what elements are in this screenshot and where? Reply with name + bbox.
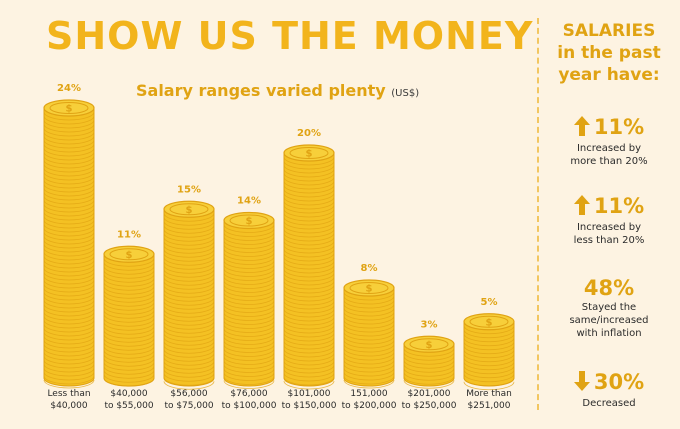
category-tick-label: $251,000 xyxy=(468,401,511,411)
stat-label-line: with inflation xyxy=(576,328,642,339)
stat-label-line: same/increased xyxy=(569,315,649,326)
subtitle-text: Salary ranges varied plenty xyxy=(136,81,386,100)
arrow-up-icon xyxy=(573,195,590,221)
bar-value-label: 8% xyxy=(361,263,378,274)
stat-stayed-same: 48% Stayed the same/increased with infla… xyxy=(542,275,676,340)
svg-text:$: $ xyxy=(126,250,133,261)
sidebar-heading-line: SALARIES xyxy=(562,21,656,41)
svg-text:$: $ xyxy=(366,284,373,295)
subtitle-unit: (US$) xyxy=(391,88,420,99)
category-tick-label: 151,000 xyxy=(350,389,387,399)
arrow-up-icon xyxy=(573,116,590,142)
category-tick-label: to $150,000 xyxy=(282,401,337,411)
stat-label-line: Increased by xyxy=(576,222,642,233)
category-tick-label: $101,000 xyxy=(288,389,331,399)
svg-text:$: $ xyxy=(486,317,493,328)
chart-subtitle: Salary ranges varied plenty (US$) xyxy=(136,81,419,100)
svg-text:$: $ xyxy=(306,149,313,160)
sidebar-heading-line: in the past xyxy=(557,43,661,63)
category-tick-label: to $75,000 xyxy=(164,401,213,411)
stat-label-line: more than 20% xyxy=(570,156,648,167)
stat-label-line: Increased by xyxy=(576,143,642,154)
category-tick-label: to $55,000 xyxy=(104,401,153,411)
category-tick-label: Less than xyxy=(47,389,90,399)
coin-stack-bar: $ xyxy=(343,279,395,389)
svg-text:$: $ xyxy=(426,340,433,351)
category-tick-label: $40,000 xyxy=(50,401,87,411)
svg-text:$: $ xyxy=(66,104,73,115)
coin-stack-bar: $ xyxy=(283,144,335,390)
svg-text:$: $ xyxy=(186,205,193,216)
category-tick-label: More than xyxy=(466,389,512,399)
bar-value-label: 24% xyxy=(57,83,81,94)
coin-bar-chart: $24% Less than $40,000 $11% $40,000 to $55,00… xyxy=(43,83,515,411)
bar-value-label: 3% xyxy=(421,319,438,330)
page-title: SHOW US THE MONEY xyxy=(46,14,534,58)
coin-stack-bar: $ xyxy=(103,245,155,387)
coin-stack-bar: $ xyxy=(43,99,95,389)
sidebar-heading-line: year have: xyxy=(558,65,660,85)
coin-stack-bar: $ xyxy=(163,200,215,390)
stat-value: 11% xyxy=(593,115,645,139)
category-tick-label: to $250,000 xyxy=(402,401,457,411)
bar-value-label: 15% xyxy=(177,184,201,195)
arrow-down-icon xyxy=(573,371,590,397)
svg-text:$: $ xyxy=(246,216,253,227)
sidebar-divider xyxy=(537,18,539,410)
stat-label-line: Stayed the xyxy=(581,302,637,313)
coin-stack-bar: $ xyxy=(223,211,275,389)
stat-increased-over-20: 11% Increased by more than 20% xyxy=(542,114,676,168)
category-tick-label: $56,000 xyxy=(170,389,207,399)
coin-stack-bar: $ xyxy=(403,335,455,389)
bar-value-label: 5% xyxy=(481,297,498,308)
category-tick-label: $76,000 xyxy=(230,389,267,399)
stat-value: 30% xyxy=(593,370,645,394)
stat-value: 11% xyxy=(593,194,645,218)
coin-stack-bar: $ xyxy=(463,313,515,391)
category-tick-label: $40,000 xyxy=(110,389,147,399)
stat-decreased: 30% Decreased xyxy=(542,369,676,410)
sidebar-heading: SALARIES in the past year have: xyxy=(542,20,676,86)
bar-value-label: 14% xyxy=(237,196,261,207)
category-tick-label: to $200,000 xyxy=(342,401,397,411)
bar-value-label: 11% xyxy=(117,229,141,240)
stat-label-line: Decreased xyxy=(582,398,636,409)
stat-label-line: less than 20% xyxy=(573,235,645,246)
stat-increased-under-20: 11% Increased by less than 20% xyxy=(542,193,676,247)
category-tick-label: $201,000 xyxy=(408,389,451,399)
bar-value-label: 20% xyxy=(297,128,321,139)
category-tick-label: to $100,000 xyxy=(222,401,277,411)
stat-value: 48% xyxy=(583,276,635,300)
